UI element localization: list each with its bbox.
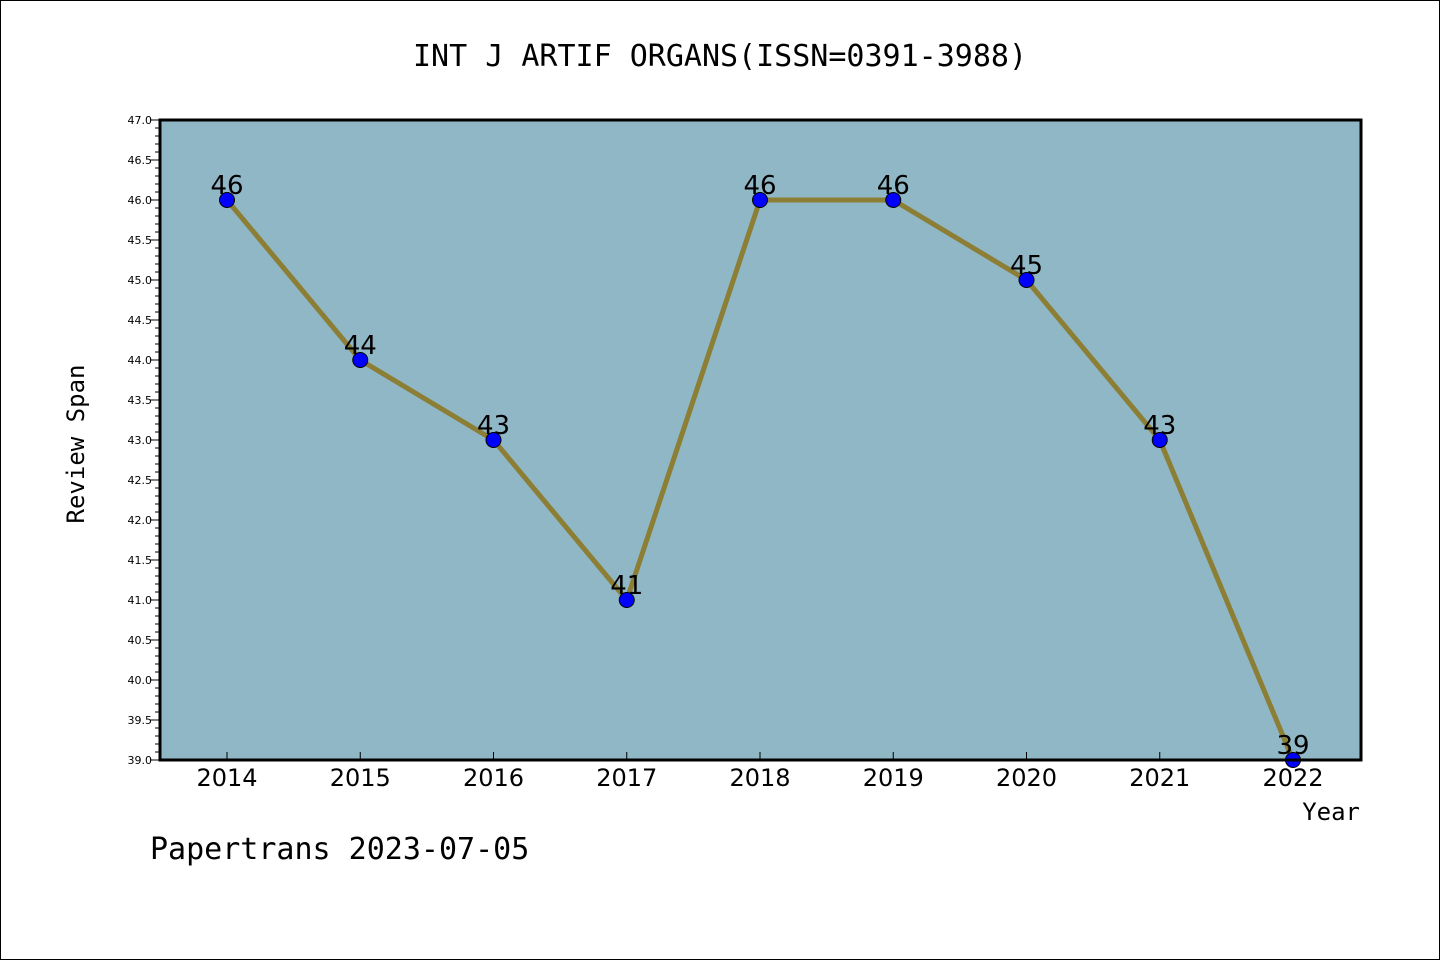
data-label: 41 <box>610 571 643 601</box>
y-axis-ticks: 39.0 39.5 40.0 40.5 41.0 41.5 42.0 42.5 43.0 43.5… <box>128 114 160 767</box>
plot-area <box>160 120 1361 760</box>
y-tick-label: 44.5 <box>128 314 153 327</box>
data-point <box>752 192 768 208</box>
data-point <box>485 432 502 448</box>
y-tick-label: 41.0 <box>128 594 153 607</box>
data-labels: 46 44 43 41 46 46 45 43 39 <box>210 171 1309 761</box>
x-tick-label: 2021 <box>1129 764 1190 792</box>
x-tick-label: 2019 <box>863 764 924 792</box>
y-tick-label: 45.5 <box>128 234 153 247</box>
data-point <box>219 192 235 208</box>
y-tick-label: 46.0 <box>128 194 153 207</box>
y-tick-label: 39.0 <box>128 754 153 767</box>
data-label: 46 <box>743 171 776 201</box>
y-tick-label: 45.0 <box>128 274 153 287</box>
data-point <box>1151 432 1168 448</box>
data-point <box>885 192 902 208</box>
chart-title: INT J ARTIF ORGANS(ISSN=0391-3988) <box>413 39 1027 74</box>
data-label: 39 <box>1276 731 1309 761</box>
y-tick-label: 41.5 <box>128 554 153 567</box>
x-tick-label: 2014 <box>196 764 257 792</box>
x-tick-label: 2020 <box>996 764 1057 792</box>
footer-stamp: Papertrans 2023-07-05 <box>150 832 530 867</box>
y-tick-label: 47.0 <box>128 114 153 127</box>
x-axis-label: Year <box>1302 798 1360 826</box>
y-tick-label: 44.0 <box>128 354 153 367</box>
y-tick-label: 39.5 <box>128 714 153 727</box>
data-label: 43 <box>1143 411 1176 441</box>
x-tick-label: 2022 <box>1262 764 1323 792</box>
data-label: 46 <box>877 171 910 201</box>
x-tick-label: 2017 <box>596 764 657 792</box>
plot-border <box>158 118 1363 762</box>
data-markers <box>219 192 1301 768</box>
data-label: 45 <box>1010 251 1043 281</box>
y-tick-label: 40.5 <box>128 634 153 647</box>
x-tick-label: 2018 <box>729 764 790 792</box>
y-tick-label: 43.0 <box>128 434 153 447</box>
y-tick-label: 46.5 <box>128 154 153 167</box>
y-tick-label: 42.0 <box>128 514 153 527</box>
y-tick-label: 43.5 <box>128 394 153 407</box>
x-axis-ticks: 2014 2015 2016 2017 2018 2019 2020 2021 2022 <box>196 752 1324 792</box>
y-axis-label: Review Span <box>62 365 90 524</box>
data-label: 46 <box>210 171 243 201</box>
x-tick-label: 2016 <box>463 764 524 792</box>
data-label: 44 <box>344 331 377 361</box>
data-point <box>352 352 369 368</box>
x-tick-label: 2015 <box>330 764 391 792</box>
y-tick-label: 42.5 <box>128 474 153 487</box>
y-tick-label: 40.0 <box>128 674 153 687</box>
data-point <box>1018 272 1035 288</box>
data-label: 43 <box>477 411 510 441</box>
data-point <box>618 592 635 608</box>
